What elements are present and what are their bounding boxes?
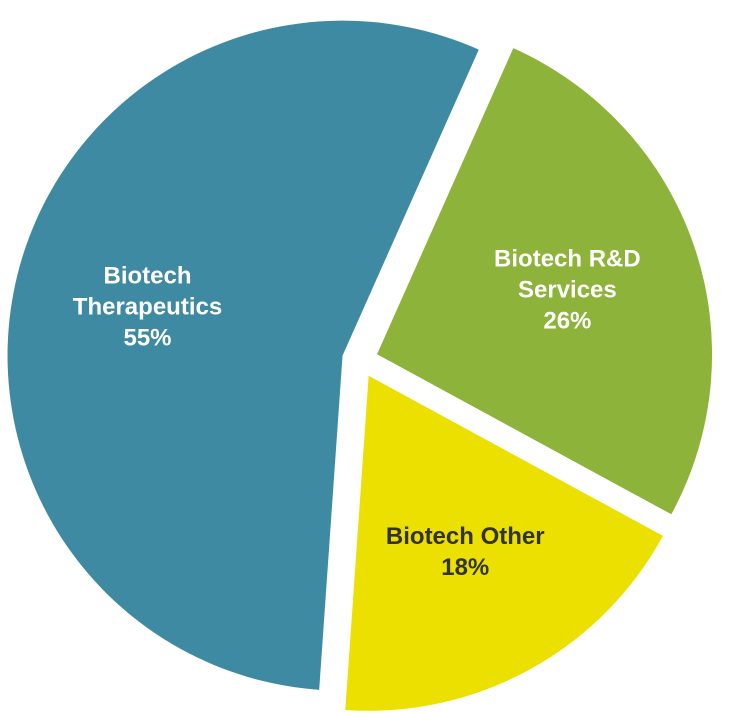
- slice-label: Biotech Other 18%: [355, 521, 575, 583]
- pie-slice: [377, 48, 713, 515]
- slice-label: Biotech Therapeutics 55%: [38, 261, 258, 354]
- value-label: 55%: [123, 324, 172, 352]
- value-label: 26%: [543, 307, 592, 335]
- category-label: Biotech Therapeutics: [72, 262, 223, 321]
- category-label: Biotech R&D Services: [494, 245, 641, 304]
- value-label: 18%: [441, 554, 490, 582]
- pie-slice: [7, 20, 479, 690]
- slice-label: Biotech R&D Services 26%: [457, 243, 677, 336]
- category-label: Biotech Other: [385, 523, 545, 551]
- pie-slice: [345, 375, 663, 711]
